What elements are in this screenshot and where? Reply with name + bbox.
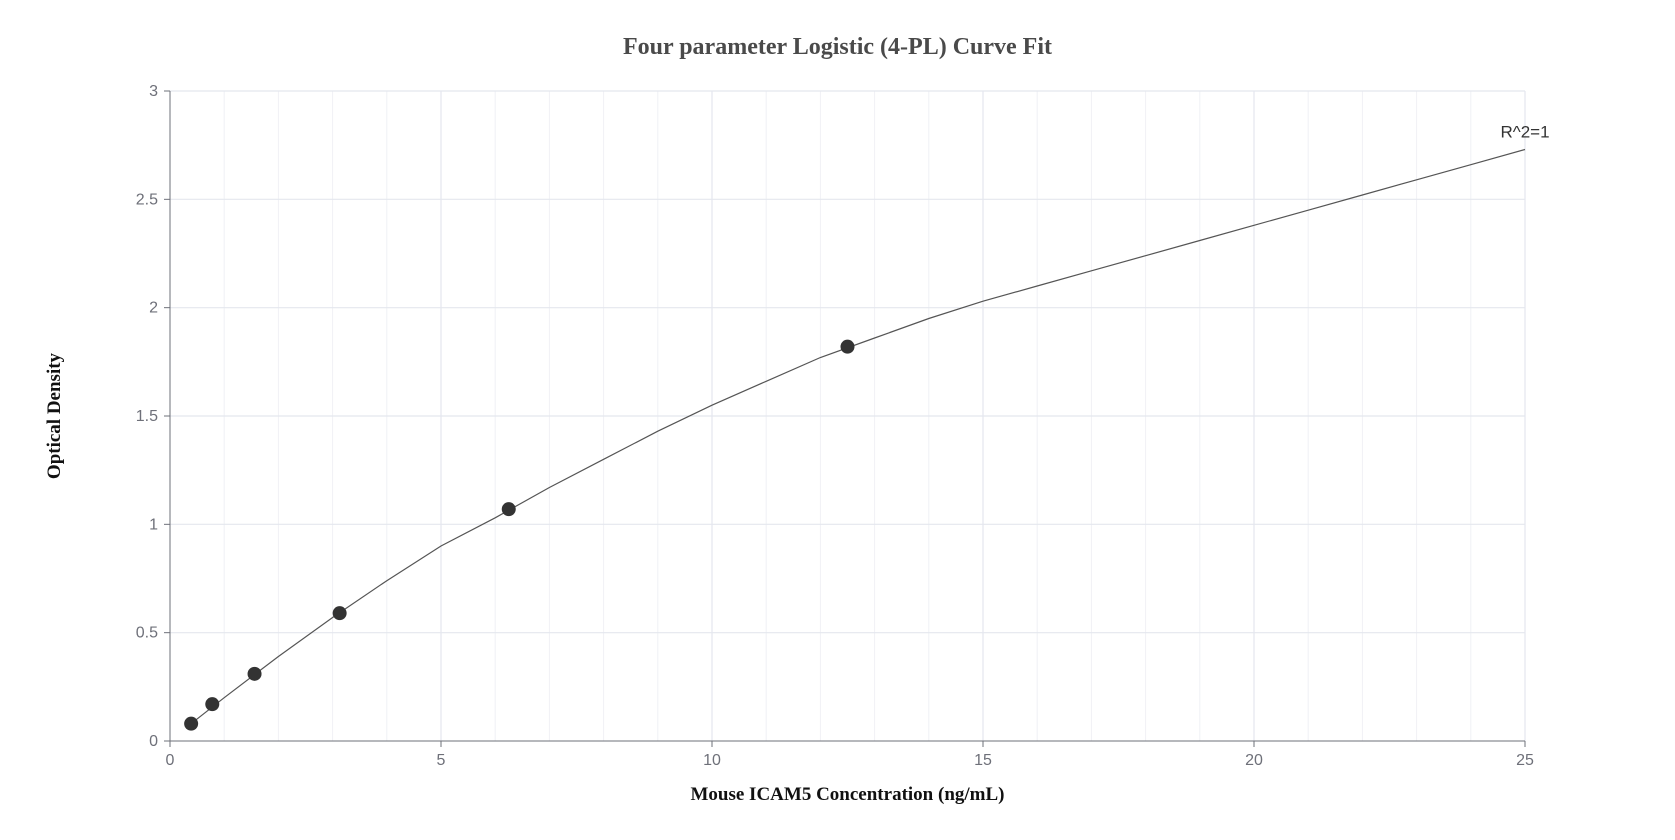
data-point (205, 697, 220, 712)
x-tick-label: 20 (1245, 752, 1263, 769)
data-point (184, 716, 199, 731)
x-tick-label: 25 (1516, 752, 1534, 769)
y-tick-label: 1 (149, 516, 158, 533)
data-point (247, 666, 262, 681)
chart-title: Four parameter Logistic (4-PL) Curve Fit (622, 34, 1052, 60)
data-point (501, 502, 516, 517)
y-tick-label: 2 (149, 300, 158, 317)
data-point (332, 606, 347, 621)
x-tick-label: 5 (437, 752, 446, 769)
y-tick-label: 0.5 (136, 625, 158, 642)
y-tick-label: 2.5 (136, 191, 158, 208)
x-tick-label: 15 (974, 752, 992, 769)
data-point (840, 339, 855, 354)
r-squared-annotation: R^2=1 (1500, 123, 1549, 142)
y-tick-label: 3 (149, 83, 158, 100)
x-tick-label: 10 (703, 752, 721, 769)
x-tick-label: 0 (166, 752, 175, 769)
y-tick-label: 0 (149, 733, 158, 750)
y-tick-label: 1.5 (136, 408, 158, 425)
fit-curve-line (190, 148, 1526, 725)
x-axis-label: Mouse ICAM5 Concentration (ng/mL) (690, 784, 1005, 805)
